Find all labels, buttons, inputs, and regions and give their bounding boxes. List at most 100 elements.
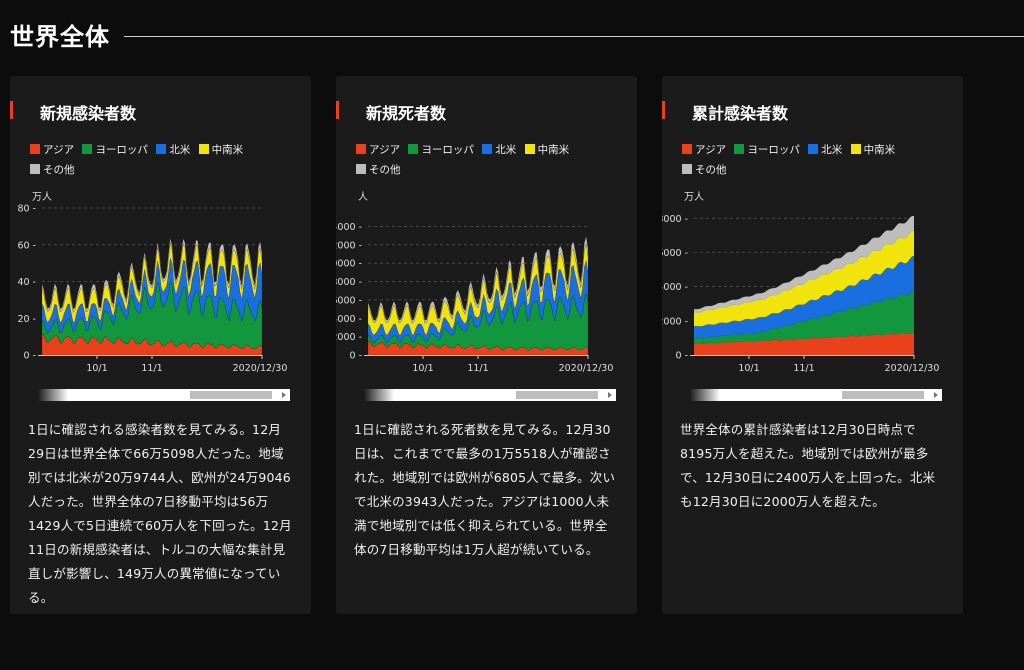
- scrollbar-thumb[interactable]: [842, 391, 924, 399]
- series-area-3: [41, 242, 263, 324]
- legend-swatch: [156, 144, 167, 154]
- legend-item-asia: アジア: [356, 140, 400, 160]
- x-tick-label: 11/1: [467, 363, 488, 374]
- legend-label: 北米: [495, 144, 517, 156]
- legend-item-europe: ヨーロッパ: [82, 140, 148, 160]
- legend-label: 北米: [169, 144, 191, 156]
- card-new-deaths: 新規死者数 アジア ヨーロッパ 北米 中南米 その他 0 - 2000 - 4000…: [335, 76, 637, 614]
- x-tick-label: 11/1: [793, 363, 814, 374]
- legend-swatch: [482, 144, 493, 154]
- legend-item-asia: アジア: [30, 140, 74, 160]
- legend: アジア ヨーロッパ 北米 中南米 その他: [356, 140, 626, 180]
- legend-item-other: その他: [30, 160, 75, 180]
- scroll-right-arrow-icon[interactable]: [608, 392, 612, 398]
- legend-item-latin-america: 中南米: [850, 140, 895, 160]
- legend-label: アジア: [695, 144, 727, 156]
- x-tick-label: 2020/12/30: [233, 363, 288, 374]
- legend: アジア ヨーロッパ 北米 中南米 その他: [30, 140, 300, 180]
- legend-swatch: [850, 144, 861, 154]
- x-tick-label: 10/1: [738, 363, 759, 374]
- legend-label: ヨーロッパ: [747, 144, 800, 156]
- legend-label: アジア: [369, 144, 401, 156]
- x-tick-label: 11/1: [141, 363, 162, 374]
- chart-scrollbar[interactable]: [690, 389, 942, 401]
- y-tick-label: 10000 -: [336, 259, 362, 270]
- legend: アジア ヨーロッパ 北米 中南米 その他: [682, 140, 952, 180]
- legend-swatch: [682, 144, 692, 154]
- y-tick-label: 2000 -: [662, 316, 688, 327]
- new-deaths-chart: 0 - 2000 - 4000 - 6000 - 8000 - 10000 - 12000 …: [336, 191, 614, 374]
- legend-item-other: その他: [682, 160, 727, 180]
- chart-scrollbar[interactable]: [38, 389, 290, 401]
- x-tick-label: 10/1: [86, 363, 107, 374]
- legend-label: 中南米: [211, 144, 244, 156]
- legend-swatch: [82, 144, 93, 154]
- legend-label: その他: [695, 164, 727, 176]
- legend-swatch: [356, 144, 366, 154]
- legend-swatch: [356, 164, 366, 174]
- page-title: 世界全体: [10, 22, 110, 51]
- y-axis-label: 万人: [32, 191, 52, 203]
- legend-swatch: [808, 144, 819, 154]
- legend-item-europe: ヨーロッパ: [734, 140, 800, 160]
- legend-swatch: [30, 164, 40, 174]
- series-area-3: [694, 230, 914, 327]
- series-area-1: [694, 290, 914, 344]
- card-description: 世界全体の累計感染者は12月30日時点で8195万人を超えた。地域別では欧州が最…: [680, 422, 936, 509]
- y-tick-label: 60 -: [17, 240, 36, 251]
- card-title: 累計感染者数: [661, 100, 788, 124]
- card-new-cases: 新規感染者数 アジア ヨーロッパ 北米 中南米 その他 0 - 20 - 40 - 6…: [9, 76, 311, 614]
- legend-swatch: [524, 144, 535, 154]
- legend-item-north-america: 北米: [482, 140, 516, 160]
- y-tick-label: 40 -: [17, 277, 36, 288]
- legend-label: 北米: [821, 144, 843, 156]
- series-area-2: [367, 260, 589, 344]
- legend-label: 中南米: [537, 144, 570, 156]
- x-tick-label: 10/1: [412, 363, 433, 374]
- legend-swatch: [734, 144, 745, 154]
- scroll-right-arrow-icon[interactable]: [282, 392, 286, 398]
- card-description: 1日に確認される死者数を見てみる。12月30日は、これまでで最多の1万5518人…: [354, 422, 616, 557]
- card-cumulative-cases: 累計感染者数 アジア ヨーロッパ 北米 中南米 その他 0 - 2000 - 400…: [661, 76, 963, 614]
- card-description: 1日に確認される感染者数を見てみる。12月29日は世界全体で66万5098人だっ…: [28, 422, 292, 605]
- cumulative-cases-chart: 0 - 2000 - 4000 - 6000 - 8000 - 万人 10/1 11/1 202…: [662, 191, 940, 374]
- legend-swatch: [682, 164, 692, 174]
- scrollbar-thumb[interactable]: [516, 391, 598, 399]
- legend-item-latin-america: 中南米: [524, 140, 570, 160]
- scroll-right-arrow-icon[interactable]: [934, 392, 938, 398]
- x-tick-label: 2020/12/30: [559, 363, 614, 374]
- y-tick-label: 2000 -: [336, 332, 362, 343]
- scrollbar-thumb[interactable]: [190, 391, 272, 399]
- title-rule: [124, 35, 1024, 37]
- y-tick-label: 14000 -: [336, 222, 362, 233]
- legend-label: ヨーロッパ: [421, 144, 474, 156]
- y-tick-label: 0 -: [350, 351, 363, 362]
- card-title: 新規死者数: [335, 100, 446, 124]
- y-tick-label: 80 -: [17, 204, 36, 215]
- y-tick-label: 20 -: [17, 314, 36, 325]
- legend-swatch: [408, 144, 419, 154]
- series-area-0: [694, 332, 914, 355]
- legend-label: ヨーロッパ: [95, 144, 148, 156]
- series-area-1: [367, 292, 589, 351]
- legend-label: その他: [43, 164, 75, 176]
- y-axis-label: 万人: [684, 191, 704, 203]
- series-area-3: [367, 243, 589, 336]
- legend-label: アジア: [43, 144, 75, 156]
- y-tick-label: 4000 -: [662, 282, 688, 293]
- y-tick-label: 8000 -: [662, 214, 688, 225]
- legend-item-latin-america: 中南米: [198, 140, 244, 160]
- series-area-2: [694, 256, 914, 339]
- y-tick-label: 6000 -: [662, 248, 688, 259]
- legend-swatch: [198, 144, 209, 154]
- y-tick-label: 6000 -: [336, 295, 362, 306]
- chart-scrollbar[interactable]: [364, 389, 616, 401]
- x-tick-label: 2020/12/30: [885, 363, 940, 374]
- legend-item-north-america: 北米: [156, 140, 190, 160]
- y-tick-label: 4000 -: [336, 314, 362, 325]
- series-area-4: [367, 236, 589, 324]
- y-tick-label: 12000 -: [336, 240, 362, 251]
- card-title: 新規感染者数: [9, 100, 136, 124]
- legend-item-asia: アジア: [682, 140, 726, 160]
- new-cases-chart: 0 - 20 - 40 - 60 - 80 -万人 10/1 11/1 2020/12/30: [17, 191, 288, 374]
